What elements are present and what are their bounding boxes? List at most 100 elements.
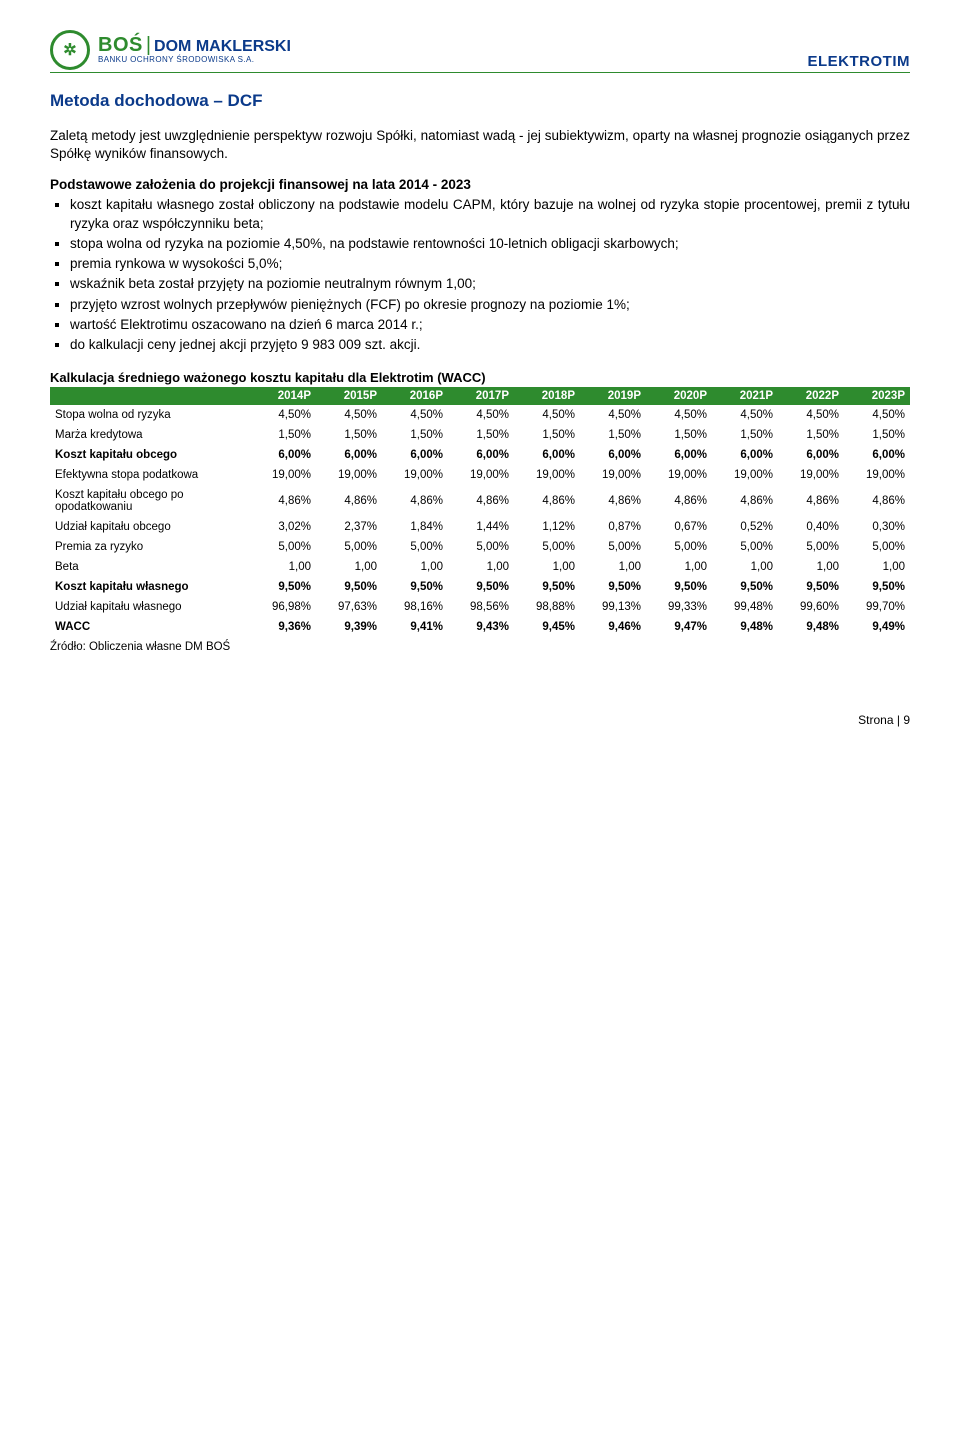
cell: 5,00% — [646, 537, 712, 557]
cell: 9,48% — [712, 617, 778, 637]
cell: 98,88% — [514, 597, 580, 617]
cell: 1,00 — [514, 557, 580, 577]
cell: 9,36% — [250, 617, 316, 637]
cell: 0,40% — [778, 517, 844, 537]
cell: 1,50% — [778, 425, 844, 445]
cell: 9,50% — [712, 577, 778, 597]
cell: 98,16% — [382, 597, 448, 617]
cell: 4,50% — [712, 405, 778, 425]
cell: 4,50% — [778, 405, 844, 425]
cell: 19,00% — [712, 465, 778, 485]
cell: 9,46% — [580, 617, 646, 637]
cell: 99,13% — [580, 597, 646, 617]
table-row: Udział kapitału obcego3,02%2,37%1,84%1,4… — [50, 517, 910, 537]
cell: 1,50% — [316, 425, 382, 445]
table-row: Koszt kapitału własnego9,50%9,50%9,50%9,… — [50, 577, 910, 597]
cell: 0,67% — [646, 517, 712, 537]
cell: 9,47% — [646, 617, 712, 637]
cell: 6,00% — [448, 445, 514, 465]
cell: 6,00% — [844, 445, 910, 465]
cell: 4,86% — [448, 485, 514, 517]
cell: 1,00 — [316, 557, 382, 577]
cell: 4,50% — [382, 405, 448, 425]
cell: 1,00 — [646, 557, 712, 577]
header: ✲ BOŚ|DOM MAKLERSKI BANKU OCHRONY ŚRODOW… — [50, 30, 910, 73]
table-row: Efektywna stopa podatkowa19,00%19,00%19,… — [50, 465, 910, 485]
cell: 5,00% — [316, 537, 382, 557]
list-item: premia rynkowa w wysokości 5,0%; — [70, 255, 910, 273]
brand-name: ELEKTROTIM — [808, 53, 911, 70]
table-row: Marża kredytowa1,50%1,50%1,50%1,50%1,50%… — [50, 425, 910, 445]
cell: 19,00% — [844, 465, 910, 485]
column-header: 2016P — [382, 387, 448, 405]
cell: 0,87% — [580, 517, 646, 537]
cell: 4,86% — [778, 485, 844, 517]
cell: 6,00% — [580, 445, 646, 465]
cell: 4,86% — [844, 485, 910, 517]
cell: 2,37% — [316, 517, 382, 537]
cell: 4,86% — [646, 485, 712, 517]
cell: 3,02% — [250, 517, 316, 537]
table-title: Kalkulacja średniego ważonego kosztu kap… — [50, 370, 910, 385]
cell: 0,30% — [844, 517, 910, 537]
cell: 1,44% — [448, 517, 514, 537]
cell: 6,00% — [316, 445, 382, 465]
list-item: wartość Elektrotimu oszacowano na dzień … — [70, 316, 910, 334]
cell: 1,84% — [382, 517, 448, 537]
row-label: Koszt kapitału obcego — [50, 445, 250, 465]
cell: 19,00% — [778, 465, 844, 485]
assumptions-title: Podstawowe założenia do projekcji finans… — [50, 177, 910, 192]
cell: 1,00 — [250, 557, 316, 577]
list-item: stopa wolna od ryzyka na poziomie 4,50%,… — [70, 235, 910, 253]
column-header: 2014P — [250, 387, 316, 405]
logo-bos: BOŚ — [98, 34, 143, 56]
cell: 4,86% — [382, 485, 448, 517]
cell: 1,50% — [580, 425, 646, 445]
cell: 9,41% — [382, 617, 448, 637]
cell: 9,49% — [844, 617, 910, 637]
cell: 1,50% — [448, 425, 514, 445]
cell: 4,86% — [250, 485, 316, 517]
table-row: WACC9,36%9,39%9,41%9,43%9,45%9,46%9,47%9… — [50, 617, 910, 637]
column-header: 2020P — [646, 387, 712, 405]
cell: 6,00% — [250, 445, 316, 465]
cell: 1,00 — [382, 557, 448, 577]
row-label: WACC — [50, 617, 250, 637]
cell: 4,50% — [844, 405, 910, 425]
cell: 5,00% — [580, 537, 646, 557]
assumptions-list: koszt kapitału własnego został obliczony… — [70, 196, 910, 354]
column-header: 2019P — [580, 387, 646, 405]
cell: 4,50% — [514, 405, 580, 425]
cell: 6,00% — [712, 445, 778, 465]
cell: 1,00 — [778, 557, 844, 577]
cell: 5,00% — [382, 537, 448, 557]
cell: 19,00% — [250, 465, 316, 485]
cell: 1,50% — [250, 425, 316, 445]
row-label: Udział kapitału własnego — [50, 597, 250, 617]
cell: 1,50% — [646, 425, 712, 445]
cell: 99,60% — [778, 597, 844, 617]
cell: 4,50% — [448, 405, 514, 425]
cell: 1,00 — [448, 557, 514, 577]
cell: 9,39% — [316, 617, 382, 637]
cell: 1,50% — [514, 425, 580, 445]
list-item: do kalkulacji ceny jednej akcji przyjęto… — [70, 336, 910, 354]
row-label: Efektywna stopa podatkowa — [50, 465, 250, 485]
table-row: Koszt kapitału obcego po opodatkowaniu4,… — [50, 485, 910, 517]
cell: 9,50% — [514, 577, 580, 597]
cell: 5,00% — [514, 537, 580, 557]
cell: 4,86% — [580, 485, 646, 517]
cell: 19,00% — [580, 465, 646, 485]
cell: 9,50% — [316, 577, 382, 597]
cell: 19,00% — [514, 465, 580, 485]
section-title: Metoda dochodowa – DCF — [50, 91, 910, 111]
cell: 97,63% — [316, 597, 382, 617]
leaf-icon: ✲ — [50, 30, 90, 70]
cell: 96,98% — [250, 597, 316, 617]
list-item: wskaźnik beta został przyjęty na poziomi… — [70, 275, 910, 293]
column-header: 2023P — [844, 387, 910, 405]
cell: 6,00% — [646, 445, 712, 465]
table-row: Beta1,001,001,001,001,001,001,001,001,00… — [50, 557, 910, 577]
table-source: Źródło: Obliczenia własne DM BOŚ — [50, 641, 910, 653]
column-header — [50, 387, 250, 405]
